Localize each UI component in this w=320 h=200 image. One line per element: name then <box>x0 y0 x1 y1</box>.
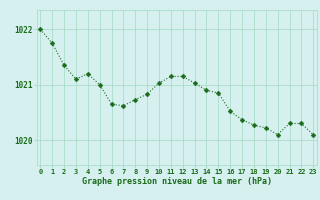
X-axis label: Graphe pression niveau de la mer (hPa): Graphe pression niveau de la mer (hPa) <box>82 177 272 186</box>
